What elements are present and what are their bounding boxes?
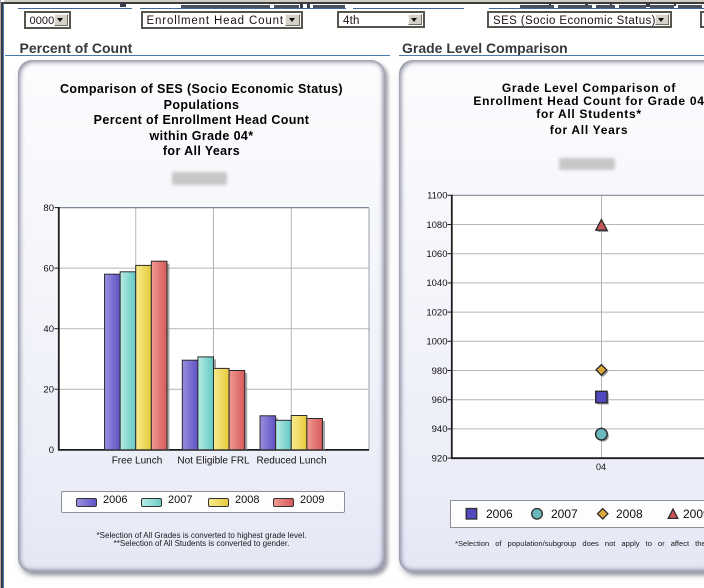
- svg-text:0: 0: [49, 445, 54, 456]
- svg-text:60: 60: [43, 263, 54, 274]
- svg-text:1080: 1080: [426, 220, 447, 231]
- svg-text:40: 40: [43, 324, 54, 335]
- svg-text:80: 80: [43, 203, 54, 214]
- svg-text:04: 04: [596, 462, 606, 472]
- svg-text:Reduced Lunch: Reduced Lunch: [256, 456, 326, 467]
- svg-text:1040: 1040: [426, 278, 447, 289]
- svg-text:940: 940: [432, 424, 448, 435]
- svg-text:1100: 1100: [427, 191, 447, 202]
- svg-text:1020: 1020: [426, 307, 447, 318]
- svg-text:920: 920: [432, 453, 448, 464]
- svg-text:960: 960: [432, 395, 448, 406]
- svg-text:20: 20: [43, 385, 54, 396]
- svg-text:Not Eligible FRL: Not Eligible FRL: [177, 456, 250, 467]
- svg-text:1060: 1060: [426, 249, 447, 260]
- svg-text:980: 980: [432, 366, 448, 377]
- svg-text:1000: 1000: [426, 337, 447, 348]
- svg-text:Free Lunch: Free Lunch: [112, 456, 163, 467]
